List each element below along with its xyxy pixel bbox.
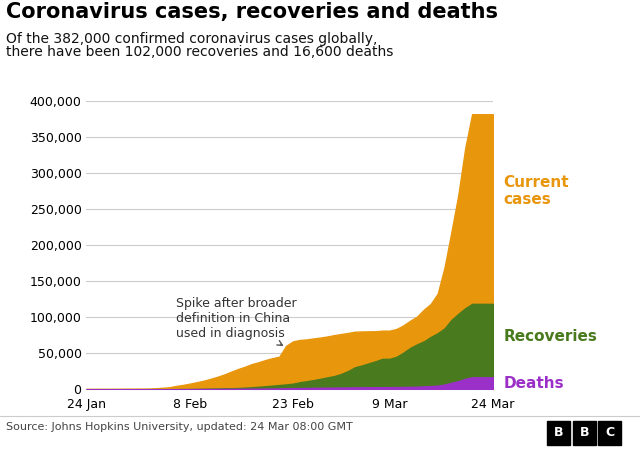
Text: there have been 102,000 recoveries and 16,600 deaths: there have been 102,000 recoveries and 1…: [6, 45, 394, 59]
Text: B: B: [554, 427, 563, 439]
Text: Of the 382,000 confirmed coronavirus cases globally,: Of the 382,000 confirmed coronavirus cas…: [6, 32, 378, 45]
Text: Current
cases: Current cases: [503, 175, 569, 207]
Text: C: C: [605, 427, 614, 439]
Text: Spike after broader
definition in China
used in diagnosis: Spike after broader definition in China …: [176, 297, 296, 345]
Text: Recoveries: Recoveries: [503, 329, 597, 344]
Text: Deaths: Deaths: [503, 376, 564, 392]
Text: B: B: [580, 427, 589, 439]
Text: Source: Johns Hopkins University, updated: 24 Mar 08:00 GMT: Source: Johns Hopkins University, update…: [6, 422, 353, 432]
Text: Coronavirus cases, recoveries and deaths: Coronavirus cases, recoveries and deaths: [6, 2, 499, 22]
